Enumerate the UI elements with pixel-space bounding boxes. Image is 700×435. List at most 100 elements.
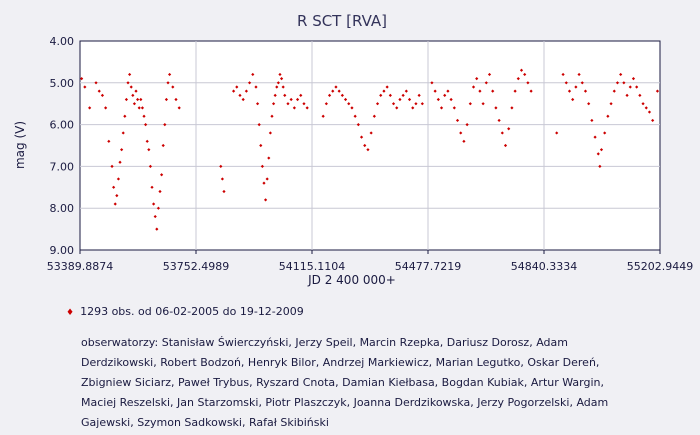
- data-point: [155, 227, 159, 231]
- data-point: [283, 93, 287, 97]
- data-point: [134, 89, 138, 93]
- data-point: [158, 189, 162, 194]
- data-point: [129, 85, 133, 89]
- data-point: [628, 85, 632, 89]
- data-point: [598, 164, 602, 168]
- chart-title: R SCT [RVA]: [297, 12, 387, 30]
- data-point: [644, 106, 648, 110]
- data-point: [366, 148, 370, 152]
- data-point: [110, 164, 114, 168]
- data-point: [443, 93, 447, 97]
- data-point: [459, 131, 463, 135]
- data-point: [324, 102, 328, 106]
- data-point: [404, 89, 408, 93]
- x-tick-label: 53389.8874: [47, 260, 113, 273]
- data-point: [446, 89, 450, 93]
- data-point: [606, 114, 610, 118]
- data-point: [118, 160, 122, 164]
- data-point: [449, 97, 453, 102]
- plot-area: [79, 40, 661, 251]
- data-point: [651, 118, 655, 123]
- data-point: [433, 89, 437, 93]
- data-point: [455, 118, 460, 123]
- data-point: [391, 102, 396, 106]
- data-point: [615, 81, 620, 85]
- data-point: [401, 93, 405, 97]
- data-point: [137, 106, 141, 110]
- x-tick-label: 54115.1104: [279, 260, 345, 273]
- data-point: [112, 185, 116, 189]
- data-point: [153, 214, 157, 219]
- data-point: [516, 77, 520, 81]
- data-point: [382, 89, 386, 93]
- legend-marker-icon: ♦: [66, 308, 75, 318]
- data-point: [270, 114, 274, 118]
- data-point: [619, 72, 623, 77]
- data-point: [231, 89, 236, 93]
- data-point: [369, 131, 373, 135]
- data-point: [430, 81, 434, 85]
- data-point: [487, 72, 492, 77]
- data-point: [104, 106, 108, 110]
- data-point: [88, 106, 92, 110]
- data-point: [655, 89, 660, 93]
- data-point: [587, 102, 591, 106]
- x-axis-label: JD 2 400 000+: [307, 273, 396, 287]
- data-point: [148, 164, 153, 168]
- data-point: [160, 173, 164, 177]
- data-point: [147, 148, 151, 152]
- y-axis-label: mag (V): [13, 121, 27, 169]
- data-point: [635, 85, 639, 89]
- data-point: [156, 206, 161, 210]
- data-point: [510, 106, 514, 110]
- data-point: [398, 97, 402, 102]
- data-point: [292, 106, 296, 110]
- data-point: [577, 72, 581, 77]
- data-point: [152, 202, 156, 206]
- data-point: [497, 118, 501, 123]
- y-tick-label: 6.00: [50, 119, 75, 132]
- data-point: [526, 81, 530, 85]
- data-point: [120, 148, 124, 152]
- data-point: [267, 156, 271, 160]
- data-point: [599, 148, 604, 152]
- data-point: [356, 123, 360, 127]
- data-point: [171, 85, 175, 89]
- observers-list: obserwatorzy: Stanisław Świerczyński, Je…: [81, 336, 609, 429]
- data-point: [273, 93, 277, 97]
- data-point: [247, 81, 252, 85]
- data-point: [299, 93, 303, 97]
- data-point: [278, 72, 282, 77]
- data-point: [281, 85, 285, 89]
- data-point: [121, 131, 125, 135]
- data-point: [321, 114, 325, 118]
- data-point: [609, 102, 613, 106]
- data-point: [244, 89, 248, 93]
- data-point: [131, 93, 135, 97]
- data-point: [631, 77, 636, 81]
- data-point: [571, 97, 575, 102]
- data-point: [603, 131, 607, 135]
- data-point: [286, 102, 290, 106]
- data-point: [164, 97, 169, 102]
- x-tick-label: 54477.7219: [395, 260, 461, 273]
- data-point: [462, 139, 466, 143]
- data-point: [647, 110, 652, 114]
- data-point: [503, 143, 508, 148]
- data-point: [235, 85, 239, 89]
- data-point: [276, 81, 280, 85]
- data-point: [385, 85, 389, 89]
- data-point: [596, 152, 600, 156]
- y-tick-labels: 4.00 5.00 6.00 7.00 8.00 9.00: [50, 35, 75, 257]
- data-point: [439, 106, 444, 110]
- data-point: [260, 164, 264, 168]
- data-point: [420, 102, 424, 106]
- data-point: [177, 106, 181, 110]
- data-point: [140, 106, 145, 110]
- data-point: [350, 106, 354, 110]
- data-point: [97, 89, 101, 93]
- data-point: [142, 114, 146, 118]
- data-point: [481, 102, 485, 106]
- data-point: [268, 131, 272, 135]
- data-point: [343, 97, 348, 102]
